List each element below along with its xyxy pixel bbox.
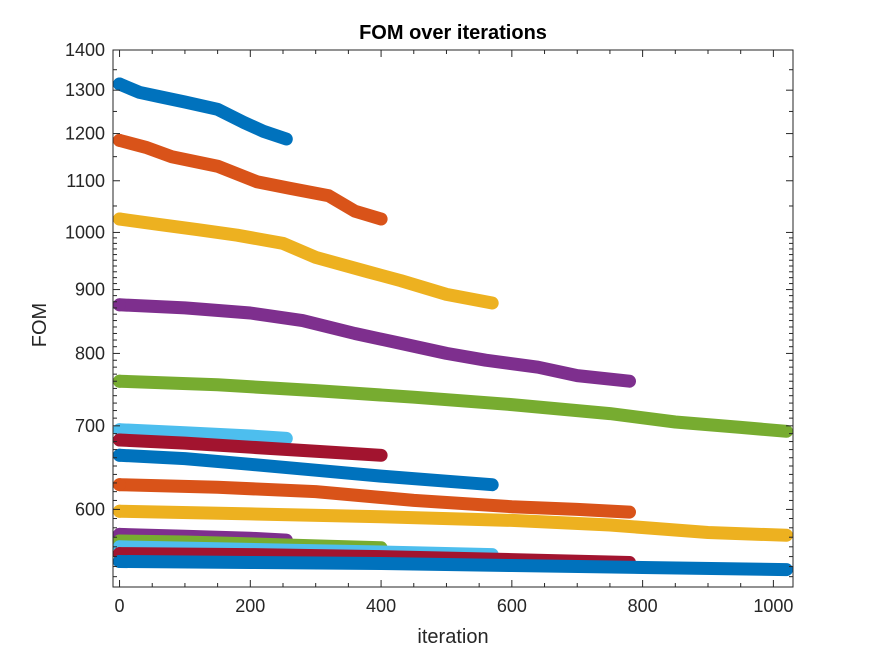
series-line-2 — [113, 133, 388, 226]
series-start-point-7 — [113, 433, 127, 447]
y-tick-label: 1200 — [65, 124, 105, 144]
series-layer — [113, 77, 793, 577]
y-tick-label: 1400 — [65, 40, 105, 60]
x-tick-label: 800 — [628, 596, 658, 616]
series-line-10 — [113, 504, 793, 542]
y-axis-label: FOM — [29, 303, 51, 347]
x-tick-label: 0 — [115, 596, 125, 616]
y-tick-label: 900 — [75, 280, 105, 300]
series-start-point-6 — [113, 423, 127, 437]
series-start-point-1 — [113, 77, 127, 91]
series-start-point-3 — [113, 212, 127, 226]
y-tick-label: 700 — [75, 416, 105, 436]
x-tick-label: 200 — [235, 596, 265, 616]
x-axis-label: iteration — [417, 626, 488, 648]
y-tick-label: 1300 — [65, 80, 105, 100]
series-start-point-15 — [113, 555, 127, 569]
series-line-7 — [113, 433, 388, 462]
series-start-point-8 — [113, 448, 127, 462]
y-tick-label: 1000 — [65, 222, 105, 242]
y-tick-label: 600 — [75, 499, 105, 519]
series-line-1 — [113, 77, 293, 146]
x-tick-label: 1000 — [753, 596, 793, 616]
series-start-point-10 — [113, 504, 127, 518]
series-line-4 — [113, 298, 636, 388]
series-line-15 — [113, 555, 793, 577]
axes: 0 200 400 600 800 1000 600 700 800 900 1000 1100 120… — [65, 40, 794, 616]
x-tick-label: 400 — [366, 596, 396, 616]
series-start-point-2 — [113, 133, 127, 147]
series-line-5 — [113, 374, 793, 438]
plot-frame — [112, 49, 794, 588]
chart-title: FOM over iterations — [359, 22, 547, 44]
series-line-9 — [113, 478, 636, 519]
y-tick-label: 800 — [75, 343, 105, 363]
series-start-point-4 — [113, 298, 127, 312]
series-start-point-5 — [113, 374, 127, 388]
series-line-3 — [113, 212, 499, 310]
series-start-point-9 — [113, 478, 127, 492]
x-tick-label: 600 — [497, 596, 527, 616]
series-line-8 — [113, 448, 499, 492]
y-tick-label: 1100 — [66, 171, 105, 191]
series-line-6 — [113, 423, 293, 445]
